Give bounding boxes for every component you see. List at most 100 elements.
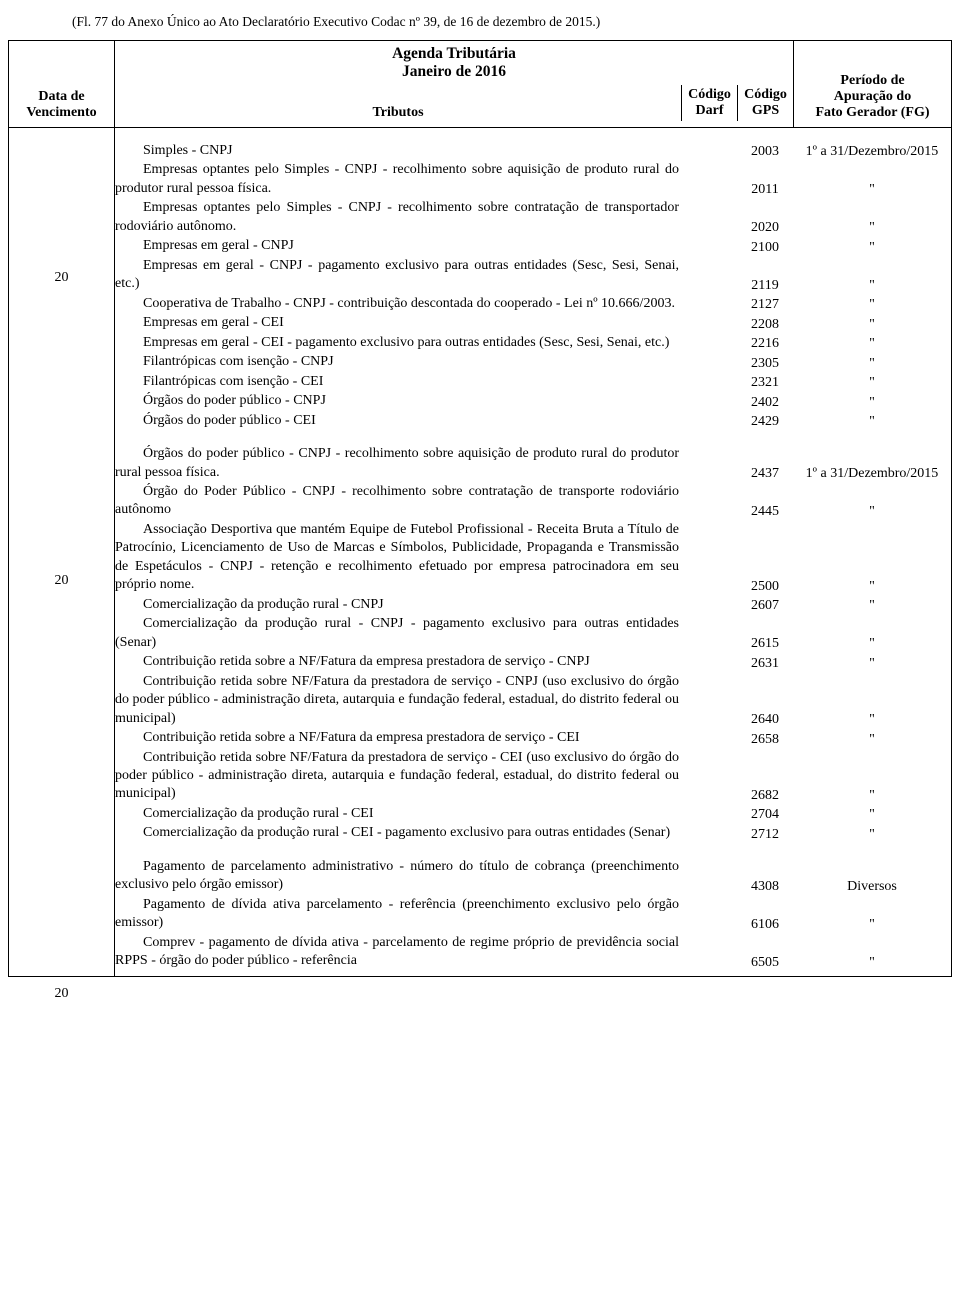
table-row: Associação Desportiva que mantém Equipe … — [115, 521, 951, 595]
header-label: Fato Gerador (FG) — [796, 105, 949, 121]
periodo-value: " — [793, 182, 951, 198]
table-row: Empresas optantes pelo Simples - CNPJ - … — [115, 161, 951, 198]
description: Comercialização da produção rural - CNPJ — [115, 596, 681, 614]
codigo-darf — [681, 414, 737, 430]
description: Comercialização da produção rural - CNPJ… — [115, 615, 681, 652]
periodo-value: " — [793, 598, 951, 614]
periodo-value: " — [793, 807, 951, 823]
table-row: Órgão do Poder Público - CNPJ - recolhim… — [115, 483, 951, 520]
table-header-row: Data de Vencimento Agenda Tributária Jan… — [9, 41, 951, 128]
header-tributos-col: Agenda Tributária Janeiro de 2016 Tribut… — [115, 41, 793, 127]
title-line: Janeiro de 2016 — [115, 63, 793, 81]
header-label: Código — [740, 87, 791, 103]
description: Empresas optantes pelo Simples - CNPJ - … — [115, 161, 681, 198]
periodo-value: " — [793, 375, 951, 391]
codigo-darf — [681, 375, 737, 391]
section: Pagamento de parcelamento administrativo… — [115, 844, 951, 972]
description: Empresas em geral - CEI - pagamento excl… — [115, 334, 681, 352]
due-date: 20 — [9, 986, 114, 1002]
codigo-darf — [681, 278, 737, 294]
periodo-value: " — [793, 712, 951, 728]
description: Empresas em geral - CEI — [115, 314, 681, 332]
header-label: Data de — [11, 89, 112, 105]
description: Órgãos do poder público - CEI — [115, 412, 681, 430]
table-body: 202020 Simples - CNPJ20031º a 31/Dezembr… — [9, 128, 951, 976]
header-periodo: Período de Apuração do Fato Gerador (FG) — [793, 41, 951, 127]
table-row: Órgãos do poder público - CNPJ2402" — [115, 392, 951, 410]
due-date: 20 — [9, 270, 114, 286]
table-row: Simples - CNPJ20031º a 31/Dezembro/2015 — [115, 142, 951, 160]
codigo-darf — [681, 598, 737, 614]
table-row: Contribuição retida sobre NF/Fatura da p… — [115, 749, 951, 804]
periodo-value: " — [793, 636, 951, 652]
date-column: 202020 — [9, 128, 115, 976]
description: Simples - CNPJ — [115, 142, 681, 160]
description: Pagamento de dívida ativa parcelamento -… — [115, 896, 681, 933]
header-note: (Fl. 77 do Anexo Único ao Ato Declaratór… — [8, 10, 952, 40]
periodo-value: " — [793, 732, 951, 748]
description: Pagamento de parcelamento administrativo… — [115, 858, 681, 895]
description: Comercialização da produção rural - CEI — [115, 805, 681, 823]
header-codigo-gps: Código GPS — [737, 85, 793, 121]
table-row: Contribuição retida sobre a NF/Fatura da… — [115, 653, 951, 671]
codigo-darf — [681, 712, 737, 728]
codigo-gps: 4308 — [737, 879, 793, 895]
codigo-gps: 2445 — [737, 504, 793, 520]
codigo-gps: 2321 — [737, 375, 793, 391]
periodo-value: " — [793, 504, 951, 520]
codigo-gps: 2682 — [737, 788, 793, 804]
codigo-gps: 2011 — [737, 182, 793, 198]
codigo-gps: 2208 — [737, 317, 793, 333]
header-label: Apuração do — [796, 89, 949, 105]
main-table: Data de Vencimento Agenda Tributária Jan… — [8, 40, 952, 977]
codigo-darf — [681, 220, 737, 236]
periodo-value: 1º a 31/Dezembro/2015 — [793, 144, 951, 160]
table-row: Comercialização da produção rural - CEI … — [115, 824, 951, 842]
codigo-gps: 2615 — [737, 636, 793, 652]
periodo-value: " — [793, 317, 951, 333]
codigo-gps: 2402 — [737, 395, 793, 411]
header-label: Período de — [796, 73, 949, 89]
codigo-darf — [681, 504, 737, 520]
codigo-darf — [681, 788, 737, 804]
codigo-darf — [681, 579, 737, 595]
header-label: Vencimento — [11, 105, 112, 121]
description: Contribuição retida sobre a NF/Fatura da… — [115, 729, 681, 747]
codigo-gps: 2429 — [737, 414, 793, 430]
table-row: Pagamento de parcelamento administrativo… — [115, 858, 951, 895]
table-row: Órgãos do poder público - CEI2429" — [115, 412, 951, 430]
codigo-gps: 2437 — [737, 466, 793, 482]
table-row: Filantrópicas com isenção - CEI2321" — [115, 373, 951, 391]
codigo-gps: 6106 — [737, 917, 793, 933]
table-row: Comprev - pagamento de dívida ativa - pa… — [115, 934, 951, 971]
periodo-value: " — [793, 240, 951, 256]
codigo-darf — [681, 879, 737, 895]
codigo-darf — [681, 955, 737, 971]
periodo-value: " — [793, 220, 951, 236]
codigo-gps: 2658 — [737, 732, 793, 748]
codigo-gps: 2020 — [737, 220, 793, 236]
content-column: Simples - CNPJ20031º a 31/Dezembro/2015E… — [115, 128, 951, 976]
codigo-darf — [681, 917, 737, 933]
periodo-value: " — [793, 656, 951, 672]
periodo-value: " — [793, 297, 951, 313]
due-date: 20 — [9, 573, 114, 589]
periodo-value: " — [793, 955, 951, 971]
header-codigo-darf: Código Darf — [681, 85, 737, 121]
description: Órgão do Poder Público - CNPJ - recolhim… — [115, 483, 681, 520]
periodo-value: " — [793, 917, 951, 933]
codigo-darf — [681, 336, 737, 352]
table-row: Empresas optantes pelo Simples - CNPJ - … — [115, 199, 951, 236]
codigo-darf — [681, 240, 737, 256]
description: Empresas optantes pelo Simples - CNPJ - … — [115, 199, 681, 236]
codigo-darf — [681, 466, 737, 482]
table-row: Comercialização da produção rural - CNPJ… — [115, 596, 951, 614]
description: Associação Desportiva que mantém Equipe … — [115, 521, 681, 595]
codigo-gps: 2640 — [737, 712, 793, 728]
description: Comercialização da produção rural - CEI … — [115, 824, 681, 842]
table-row: Contribuição retida sobre NF/Fatura da p… — [115, 673, 951, 728]
codigo-darf — [681, 656, 737, 672]
codigo-darf — [681, 732, 737, 748]
periodo-value: " — [793, 395, 951, 411]
section: Simples - CNPJ20031º a 31/Dezembro/2015E… — [115, 128, 951, 431]
